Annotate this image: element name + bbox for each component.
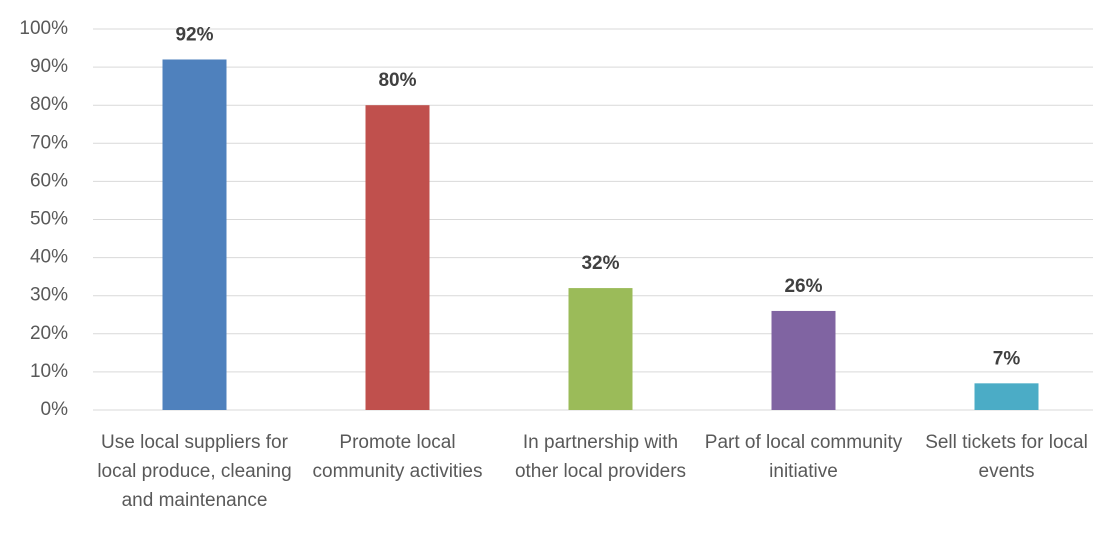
bar: [771, 310, 836, 410]
data-label: 92%: [175, 24, 213, 45]
x-tick-label: Sell tickets for local events: [925, 432, 1088, 482]
data-label: 7%: [993, 348, 1021, 369]
x-tick-label: Part of local community initiative: [704, 432, 903, 482]
data-label: 32%: [581, 253, 619, 274]
y-tick-label: 30%: [30, 285, 68, 306]
bar: [365, 105, 430, 410]
bar: [974, 383, 1039, 410]
y-tick-label: 60%: [30, 170, 68, 191]
bar: [568, 288, 633, 410]
y-tick-label: 80%: [30, 94, 68, 115]
y-tick-label: 100%: [19, 18, 68, 39]
y-tick-label: 40%: [30, 247, 68, 268]
y-tick-label: 0%: [41, 399, 69, 420]
x-tick-label: Use local suppliers for local produce, c…: [97, 432, 292, 511]
y-tick-label: 20%: [30, 323, 68, 344]
y-tick-label: 90%: [30, 56, 68, 77]
bar: [162, 59, 227, 410]
y-tick-label: 70%: [30, 132, 68, 153]
x-tick-label: In partnership with other local provider…: [514, 432, 687, 482]
data-label: 80%: [378, 70, 416, 91]
y-tick-label: 10%: [30, 361, 68, 382]
y-tick-label: 50%: [30, 209, 68, 230]
x-tick-label: Promote local community activities: [312, 432, 483, 482]
data-label: 26%: [784, 276, 822, 297]
